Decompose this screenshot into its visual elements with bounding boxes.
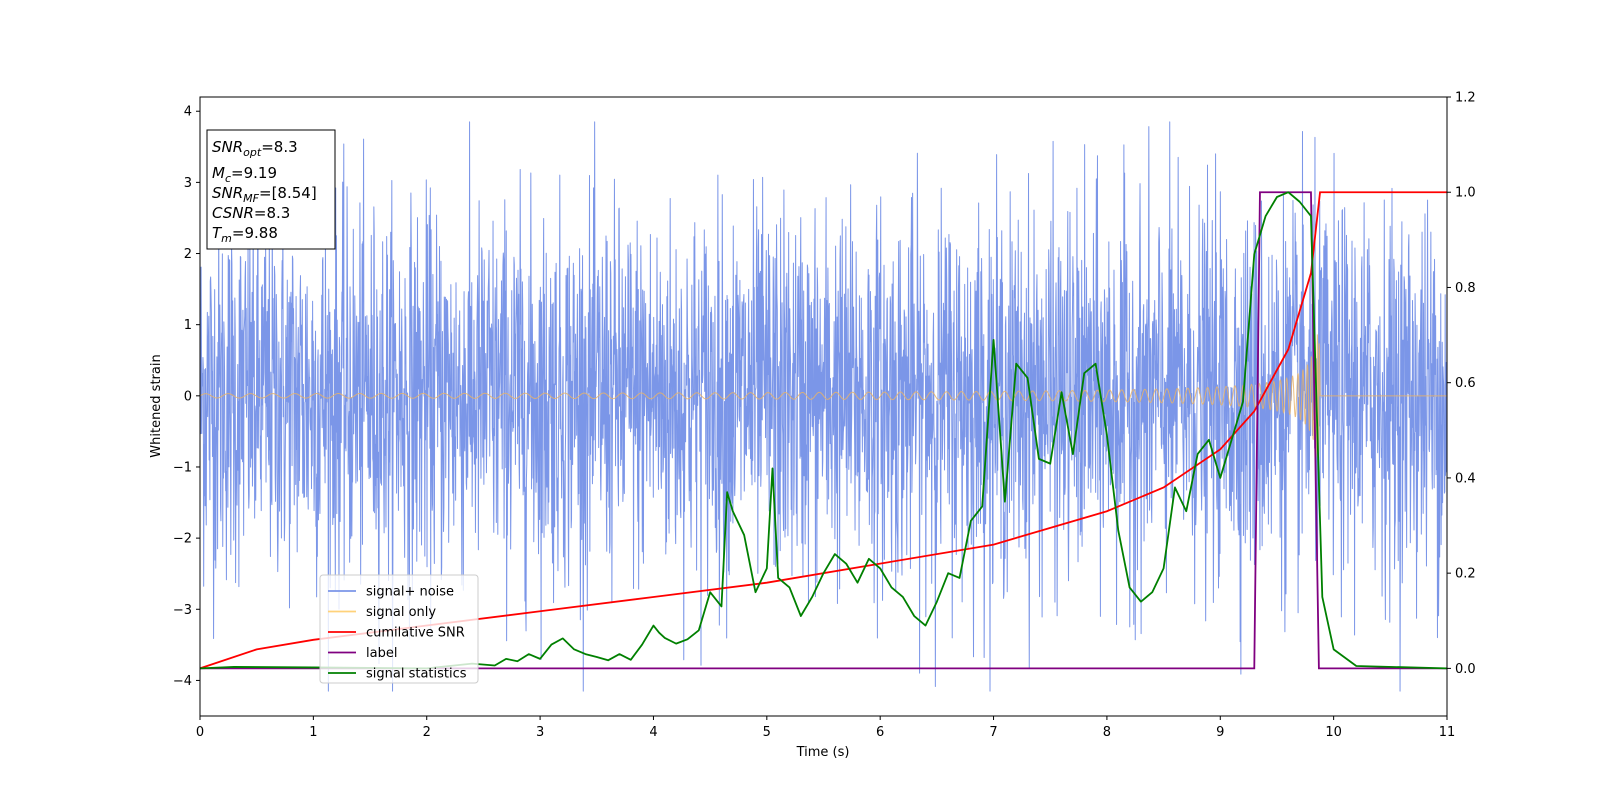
x-axis: 0 1 2 3 4 5 6 7 8 9 10 11 bbox=[196, 716, 1455, 740]
y-right-tick-label: 0.2 bbox=[1455, 567, 1476, 582]
y-axis-left: 4 3 2 1 0 −1 −2 −3 −4 bbox=[173, 105, 200, 689]
x-tick-label: 8 bbox=[1103, 725, 1111, 740]
series-line-signal-noise bbox=[200, 121, 1447, 692]
y-left-tick-label: 4 bbox=[184, 105, 192, 120]
legend: signal+ noise signal only cumilative SNR la… bbox=[319, 574, 479, 684]
info-tm: Tm=9.88 bbox=[212, 224, 278, 245]
y-left-tick-label: −3 bbox=[173, 603, 192, 618]
info-box: SNRopt=8.3 Mc=9.19 SNRMF=[8.54] CSNR=8.3… bbox=[206, 129, 336, 250]
x-tick-label: 1 bbox=[309, 725, 317, 740]
series-line-signal-statistics bbox=[200, 191, 1447, 670]
x-tick-label: 10 bbox=[1325, 725, 1342, 740]
y-right-tick-label: 0.8 bbox=[1455, 281, 1476, 296]
x-tick-label: 2 bbox=[423, 725, 431, 740]
y-left-tick-label: 2 bbox=[184, 247, 192, 262]
y-right-tick-label: 1.0 bbox=[1455, 186, 1476, 201]
y-right-tick-label: 0.4 bbox=[1455, 471, 1476, 486]
legend-label: signal+ noise bbox=[366, 585, 454, 600]
info-csnr: CSNR=8.3 bbox=[212, 204, 290, 222]
y-right-tick-label: 0.6 bbox=[1455, 376, 1476, 391]
plot-frame bbox=[199, 96, 1448, 717]
series-line-label bbox=[200, 191, 1447, 670]
x-tick-label: 4 bbox=[649, 725, 657, 740]
x-axis-label: Time (s) bbox=[796, 745, 850, 760]
x-tick-label: 6 bbox=[876, 725, 884, 740]
x-tick-label: 5 bbox=[763, 725, 771, 740]
info-mc: Mc=9.19 bbox=[212, 164, 277, 185]
y-left-tick-label: −2 bbox=[173, 532, 192, 547]
y-left-tick-label: 1 bbox=[184, 318, 192, 333]
info-snr-mf: SNRMF=[8.54] bbox=[212, 184, 317, 205]
x-tick-label: 9 bbox=[1216, 725, 1224, 740]
y-left-tick-label: −1 bbox=[173, 460, 192, 475]
y-right-tick-label: 0.0 bbox=[1455, 662, 1476, 677]
y-left-tick-label: −4 bbox=[173, 674, 192, 689]
legend-label: cumilative SNR bbox=[366, 626, 465, 641]
legend-frame bbox=[319, 574, 479, 684]
x-tick-label: 7 bbox=[989, 725, 997, 740]
info-snr-opt: SNRopt=8.3 bbox=[212, 138, 298, 159]
y-left-tick-label: 0 bbox=[184, 389, 192, 404]
legend-label: signal statistics bbox=[366, 667, 467, 682]
y-left-tick-label: 3 bbox=[184, 176, 192, 191]
x-tick-label: 3 bbox=[536, 725, 544, 740]
x-tick-label: 11 bbox=[1439, 725, 1456, 740]
y-right-tick-label: 1.2 bbox=[1455, 91, 1476, 106]
legend-label: signal only bbox=[366, 605, 436, 620]
series-line-signal-only bbox=[200, 334, 1447, 458]
y-axis-right: 1.2 1.0 0.8 0.6 0.4 0.2 0.0 bbox=[1447, 91, 1476, 677]
x-tick-label: 0 bbox=[196, 725, 204, 740]
legend-label: label bbox=[366, 646, 397, 661]
info-box-frame bbox=[206, 129, 336, 250]
y-axis-label: Whitened strain bbox=[149, 354, 164, 457]
